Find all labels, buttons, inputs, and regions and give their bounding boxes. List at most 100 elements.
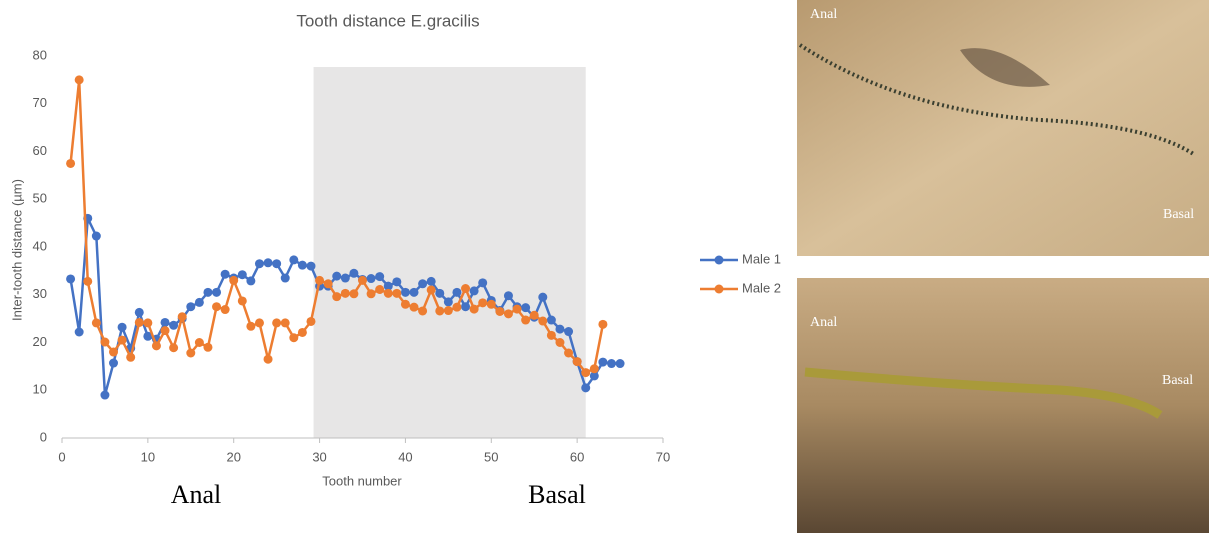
data-point (100, 390, 110, 400)
data-point (469, 304, 479, 314)
data-point (323, 279, 333, 289)
data-point (109, 358, 119, 368)
data-point (143, 318, 153, 328)
data-point (598, 357, 608, 367)
data-point (606, 359, 616, 369)
data-point (538, 316, 548, 326)
data-point (212, 302, 222, 312)
data-point (306, 261, 316, 271)
photo-vein (804, 367, 1163, 419)
data-point (512, 304, 522, 314)
data-point (546, 315, 556, 325)
data-point (315, 275, 325, 285)
data-point (237, 296, 247, 306)
data-point (392, 277, 402, 287)
data-point (134, 317, 144, 327)
photo-label: Anal (810, 7, 837, 22)
data-point (546, 330, 556, 340)
data-point (392, 288, 402, 298)
data-point (186, 302, 196, 312)
data-point (538, 292, 548, 302)
data-point (126, 352, 136, 362)
data-point (66, 274, 76, 284)
data-point (503, 291, 513, 301)
data-point (272, 259, 282, 269)
y-tick-label: 30 (33, 286, 47, 301)
region-label: Basal (528, 480, 586, 509)
data-point (521, 303, 531, 313)
data-point (383, 288, 393, 298)
data-point (143, 331, 153, 341)
data-point (589, 364, 599, 374)
data-point (280, 318, 290, 328)
data-point (246, 321, 256, 331)
data-point (289, 333, 299, 343)
data-point (237, 270, 247, 280)
photo-label: Basal (1163, 207, 1194, 222)
data-point (160, 317, 170, 327)
data-point (375, 284, 385, 294)
data-point (194, 338, 204, 347)
region-label: Anal (171, 480, 222, 509)
data-point (409, 287, 419, 297)
data-point (134, 307, 144, 317)
data-point (74, 75, 84, 85)
data-point (521, 315, 531, 325)
chart-title: Tooth distance E.gracilis (296, 11, 479, 30)
x-tick-label: 10 (141, 449, 155, 464)
photo-background (797, 0, 1209, 256)
data-point (332, 292, 342, 302)
data-point (151, 341, 161, 351)
data-point (461, 284, 471, 294)
legend-marker (714, 255, 724, 265)
x-tick-label: 30 (312, 449, 326, 464)
data-point (66, 158, 76, 168)
y-tick-label: 0 (40, 429, 47, 444)
data-point (280, 273, 290, 283)
data-point (194, 297, 204, 307)
data-point (435, 288, 445, 298)
data-point (418, 279, 428, 289)
legend-label: Male 1 (742, 251, 781, 266)
data-point (254, 259, 264, 269)
data-point (486, 299, 496, 309)
data-point (452, 302, 462, 312)
data-point (469, 286, 479, 296)
data-point (383, 281, 393, 291)
data-point (297, 327, 307, 337)
data-point (117, 335, 127, 345)
y-tick-label: 20 (33, 334, 47, 349)
data-point (400, 287, 410, 297)
data-point (529, 310, 539, 320)
data-point (435, 306, 445, 316)
data-point (555, 324, 565, 334)
data-point (443, 297, 453, 307)
photo-vein (798, 43, 1197, 157)
legend-marker (714, 284, 724, 294)
data-point (555, 338, 565, 347)
data-point (598, 319, 608, 329)
data-point (229, 275, 239, 285)
data-point (100, 337, 110, 347)
data-point (478, 298, 488, 308)
data-point (375, 272, 385, 282)
x-tick-label: 0 (58, 449, 65, 464)
data-point (615, 359, 625, 369)
plot-area (61, 67, 664, 443)
data-point (91, 318, 101, 328)
x-tick-label: 70 (656, 449, 670, 464)
shaded-region (313, 67, 586, 438)
data-point (220, 305, 230, 315)
data-point (349, 268, 359, 278)
y-tick-label: 10 (33, 382, 47, 397)
data-point (418, 306, 428, 316)
data-point (564, 327, 574, 337)
data-point (246, 276, 256, 286)
photo-label: Anal (810, 315, 837, 330)
x-tick-label: 40 (398, 449, 412, 464)
y-axis-label: Inter-tooth distance (µm) (9, 179, 24, 321)
data-point (117, 322, 127, 332)
data-point (254, 318, 264, 328)
data-point (426, 285, 436, 295)
x-tick-label: 60 (570, 449, 584, 464)
